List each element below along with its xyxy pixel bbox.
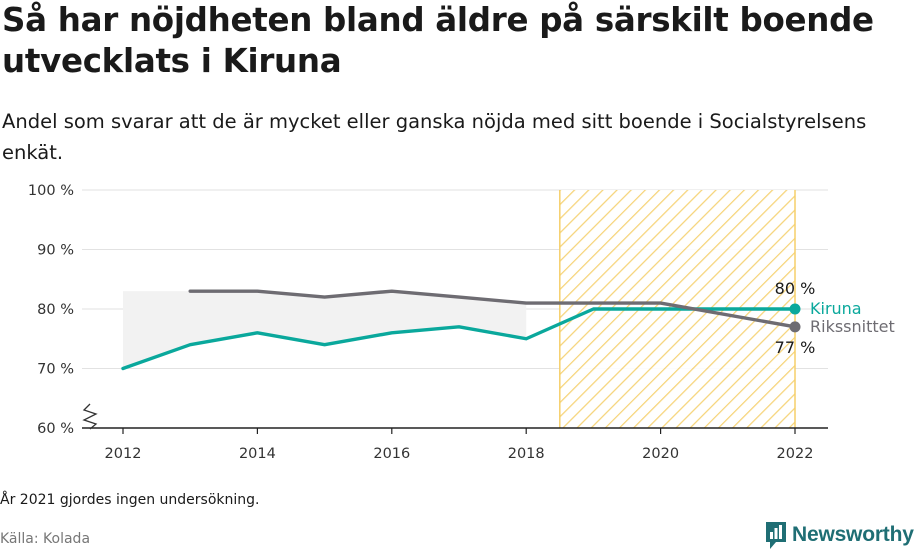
end-value-label: 77 %	[775, 338, 816, 357]
end-point-kiruna	[789, 303, 801, 315]
brand-name: Newsworthy	[792, 523, 914, 546]
series-line-rikssnittet	[188, 289, 797, 329]
series-lines	[121, 289, 801, 371]
x-tick-label: 2016	[373, 446, 410, 462]
series-name-label: Kiruna	[810, 299, 862, 318]
chart-subtitle: Andel som svarar att de är mycket eller …	[2, 110, 867, 164]
series-line-kiruna	[121, 307, 797, 371]
source-text: Källa: Kolada	[0, 531, 91, 547]
y-tick-label: 80 %	[37, 302, 74, 318]
end-value-label: 80 %	[775, 279, 816, 298]
x-tick-label: 2020	[642, 446, 679, 462]
y-axis-tick-labels: 60 % 70 % 80 % 90 % 100 %	[28, 183, 74, 437]
newsworthy-logo-icon	[766, 522, 786, 549]
difference-band-area	[123, 291, 527, 369]
x-tick-label: 2012	[105, 446, 142, 462]
difference-band	[123, 291, 527, 369]
x-tick-label: 2022	[777, 446, 814, 462]
y-tick-label: 100 %	[28, 183, 74, 199]
series-name-label: Rikssnittet	[810, 317, 895, 336]
x-axis	[82, 403, 828, 434]
x-axis-tick-labels: 2012 2014 2016 2018 2020 2022	[105, 446, 814, 462]
y-tick-label: 60 %	[37, 421, 74, 437]
x-tick-label: 2018	[508, 446, 545, 462]
footnote: År 2021 gjordes ingen undersökning.	[0, 492, 260, 508]
x-tick-label: 2014	[239, 446, 276, 462]
end-point-rikssnittet	[789, 321, 801, 333]
axis-break-icon	[82, 403, 98, 430]
brand-logo: Newsworthy	[764, 520, 914, 550]
y-tick-label: 70 %	[37, 362, 74, 378]
chart-title: Så har nöjdheten bland äldre på särskilt…	[2, 1, 874, 80]
y-tick-label: 90 %	[37, 243, 74, 259]
